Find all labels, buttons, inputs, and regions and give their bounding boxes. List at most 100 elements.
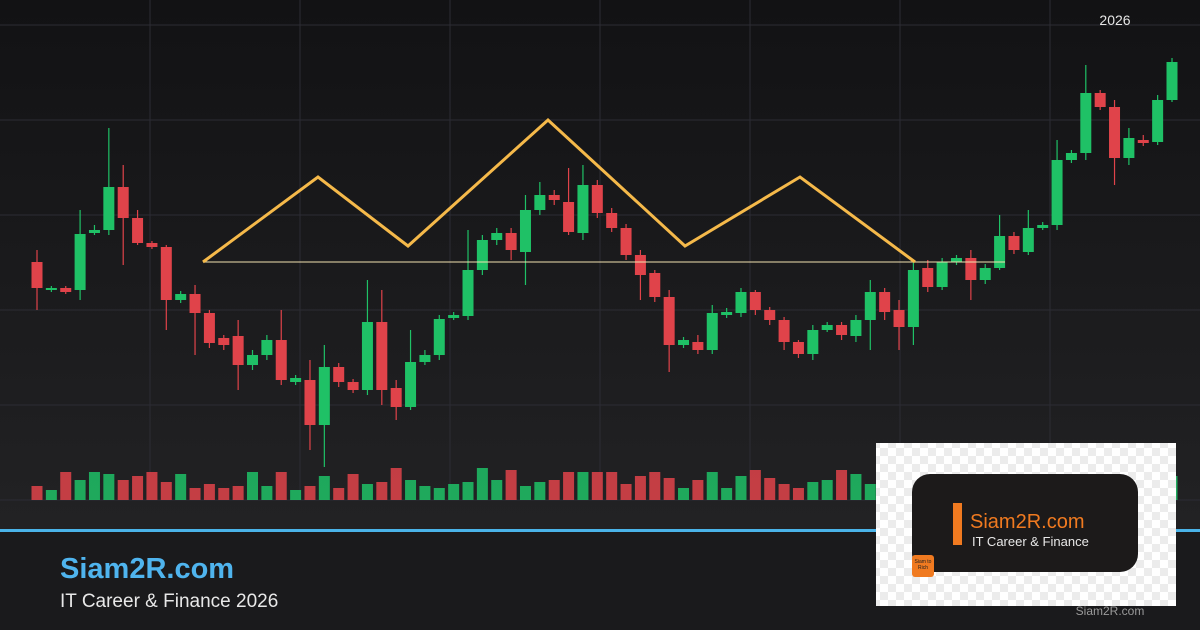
candle-body	[792, 342, 804, 354]
candle-body	[620, 228, 632, 255]
logo: Siam2R.com IT Career & Finance Siam to R…	[876, 443, 1176, 618]
volume-bar	[836, 470, 848, 500]
volume-bar	[620, 484, 632, 500]
candle-body	[218, 338, 230, 345]
logo-bar	[953, 503, 962, 545]
candle-body	[936, 262, 948, 287]
volume-bar	[189, 488, 201, 500]
candle-body	[663, 297, 675, 345]
candle-body	[45, 288, 57, 290]
candle-body	[361, 322, 373, 390]
volume-bar	[304, 486, 316, 500]
candle-body	[807, 330, 819, 354]
candle-body	[649, 273, 661, 297]
candle-body	[376, 322, 388, 390]
candle-body	[476, 240, 488, 270]
candle-body	[764, 310, 776, 320]
volume-bar	[591, 472, 603, 500]
volume-bar	[692, 480, 704, 500]
volume-bar	[821, 480, 833, 500]
candle-body	[907, 270, 919, 327]
volume-bar	[735, 476, 747, 500]
candle-body	[591, 185, 603, 213]
candle-body	[505, 233, 517, 250]
candle-body	[462, 270, 474, 316]
candle-body	[994, 236, 1006, 268]
candle-body	[1051, 160, 1063, 225]
candle-body	[275, 340, 287, 380]
volume-bar	[505, 470, 517, 500]
logo-icon-text: Siam to Rich	[914, 559, 932, 571]
volume-bar	[606, 472, 618, 500]
candle-body	[678, 340, 690, 345]
candle-body	[491, 233, 503, 240]
candle-body	[88, 230, 100, 233]
candle-body	[74, 234, 86, 290]
volume-bar	[519, 486, 531, 500]
candle-body	[117, 187, 129, 218]
candle-body	[1109, 107, 1121, 158]
candle-body	[749, 292, 761, 310]
volume-bar	[361, 484, 373, 500]
logo-icon-box: Siam to Rich	[914, 559, 932, 571]
banner-title: Siam2R.com	[60, 553, 234, 585]
volume-bar	[864, 484, 876, 500]
volume-bar	[218, 488, 230, 500]
candle-body	[979, 268, 991, 280]
volume-bar	[792, 488, 804, 500]
volume-bar	[261, 486, 273, 500]
candle-body	[577, 185, 589, 233]
candle-body	[232, 336, 244, 365]
candle-body	[721, 312, 733, 315]
volume-bar	[74, 480, 86, 500]
volume-bar	[749, 470, 761, 500]
candle-body	[1022, 228, 1034, 252]
candle-body	[735, 292, 747, 313]
candle-body	[1037, 225, 1049, 228]
volume-bar	[376, 482, 388, 500]
volume-bar	[491, 480, 503, 500]
candle-body	[519, 210, 531, 252]
candle-body	[879, 292, 891, 312]
candle-body	[318, 367, 330, 425]
volume-bar	[132, 476, 144, 500]
volume-bar	[146, 472, 158, 500]
candle-body	[419, 355, 431, 362]
banner-subtitle: IT Career & Finance 2026	[60, 591, 278, 612]
candle-body	[247, 355, 259, 365]
volume-bar	[577, 472, 589, 500]
candle-body	[893, 310, 905, 327]
candle-body	[1008, 236, 1020, 250]
volume-bar	[175, 474, 187, 500]
volume-bar	[476, 468, 488, 500]
candle-body	[634, 255, 646, 275]
volume-bar	[548, 480, 560, 500]
volume-bar	[45, 490, 57, 500]
candle-body	[1080, 93, 1092, 153]
volume-bar	[634, 476, 646, 500]
candle-body	[1152, 100, 1164, 142]
candle-body	[189, 294, 201, 313]
volume-bar	[405, 480, 417, 500]
volume-bar	[448, 484, 460, 500]
candle-body	[965, 258, 977, 280]
candle-body	[778, 320, 790, 342]
candle-body	[606, 213, 618, 228]
volume-bar	[333, 488, 345, 500]
candle-body	[433, 319, 445, 355]
candle-body	[405, 362, 417, 407]
logo-tagline: IT Career & Finance	[972, 534, 1089, 549]
volume-bar	[247, 472, 259, 500]
volume-bar	[807, 482, 819, 500]
volume-bar	[103, 474, 115, 500]
candle-body	[922, 268, 934, 287]
volume-bar	[850, 474, 862, 500]
volume-bar	[563, 472, 575, 500]
candle-body	[160, 247, 172, 300]
candle-body	[347, 382, 359, 390]
candle-body	[850, 320, 862, 336]
candle-body	[563, 202, 575, 232]
volume-bar	[318, 476, 330, 500]
candle-body	[950, 258, 962, 262]
